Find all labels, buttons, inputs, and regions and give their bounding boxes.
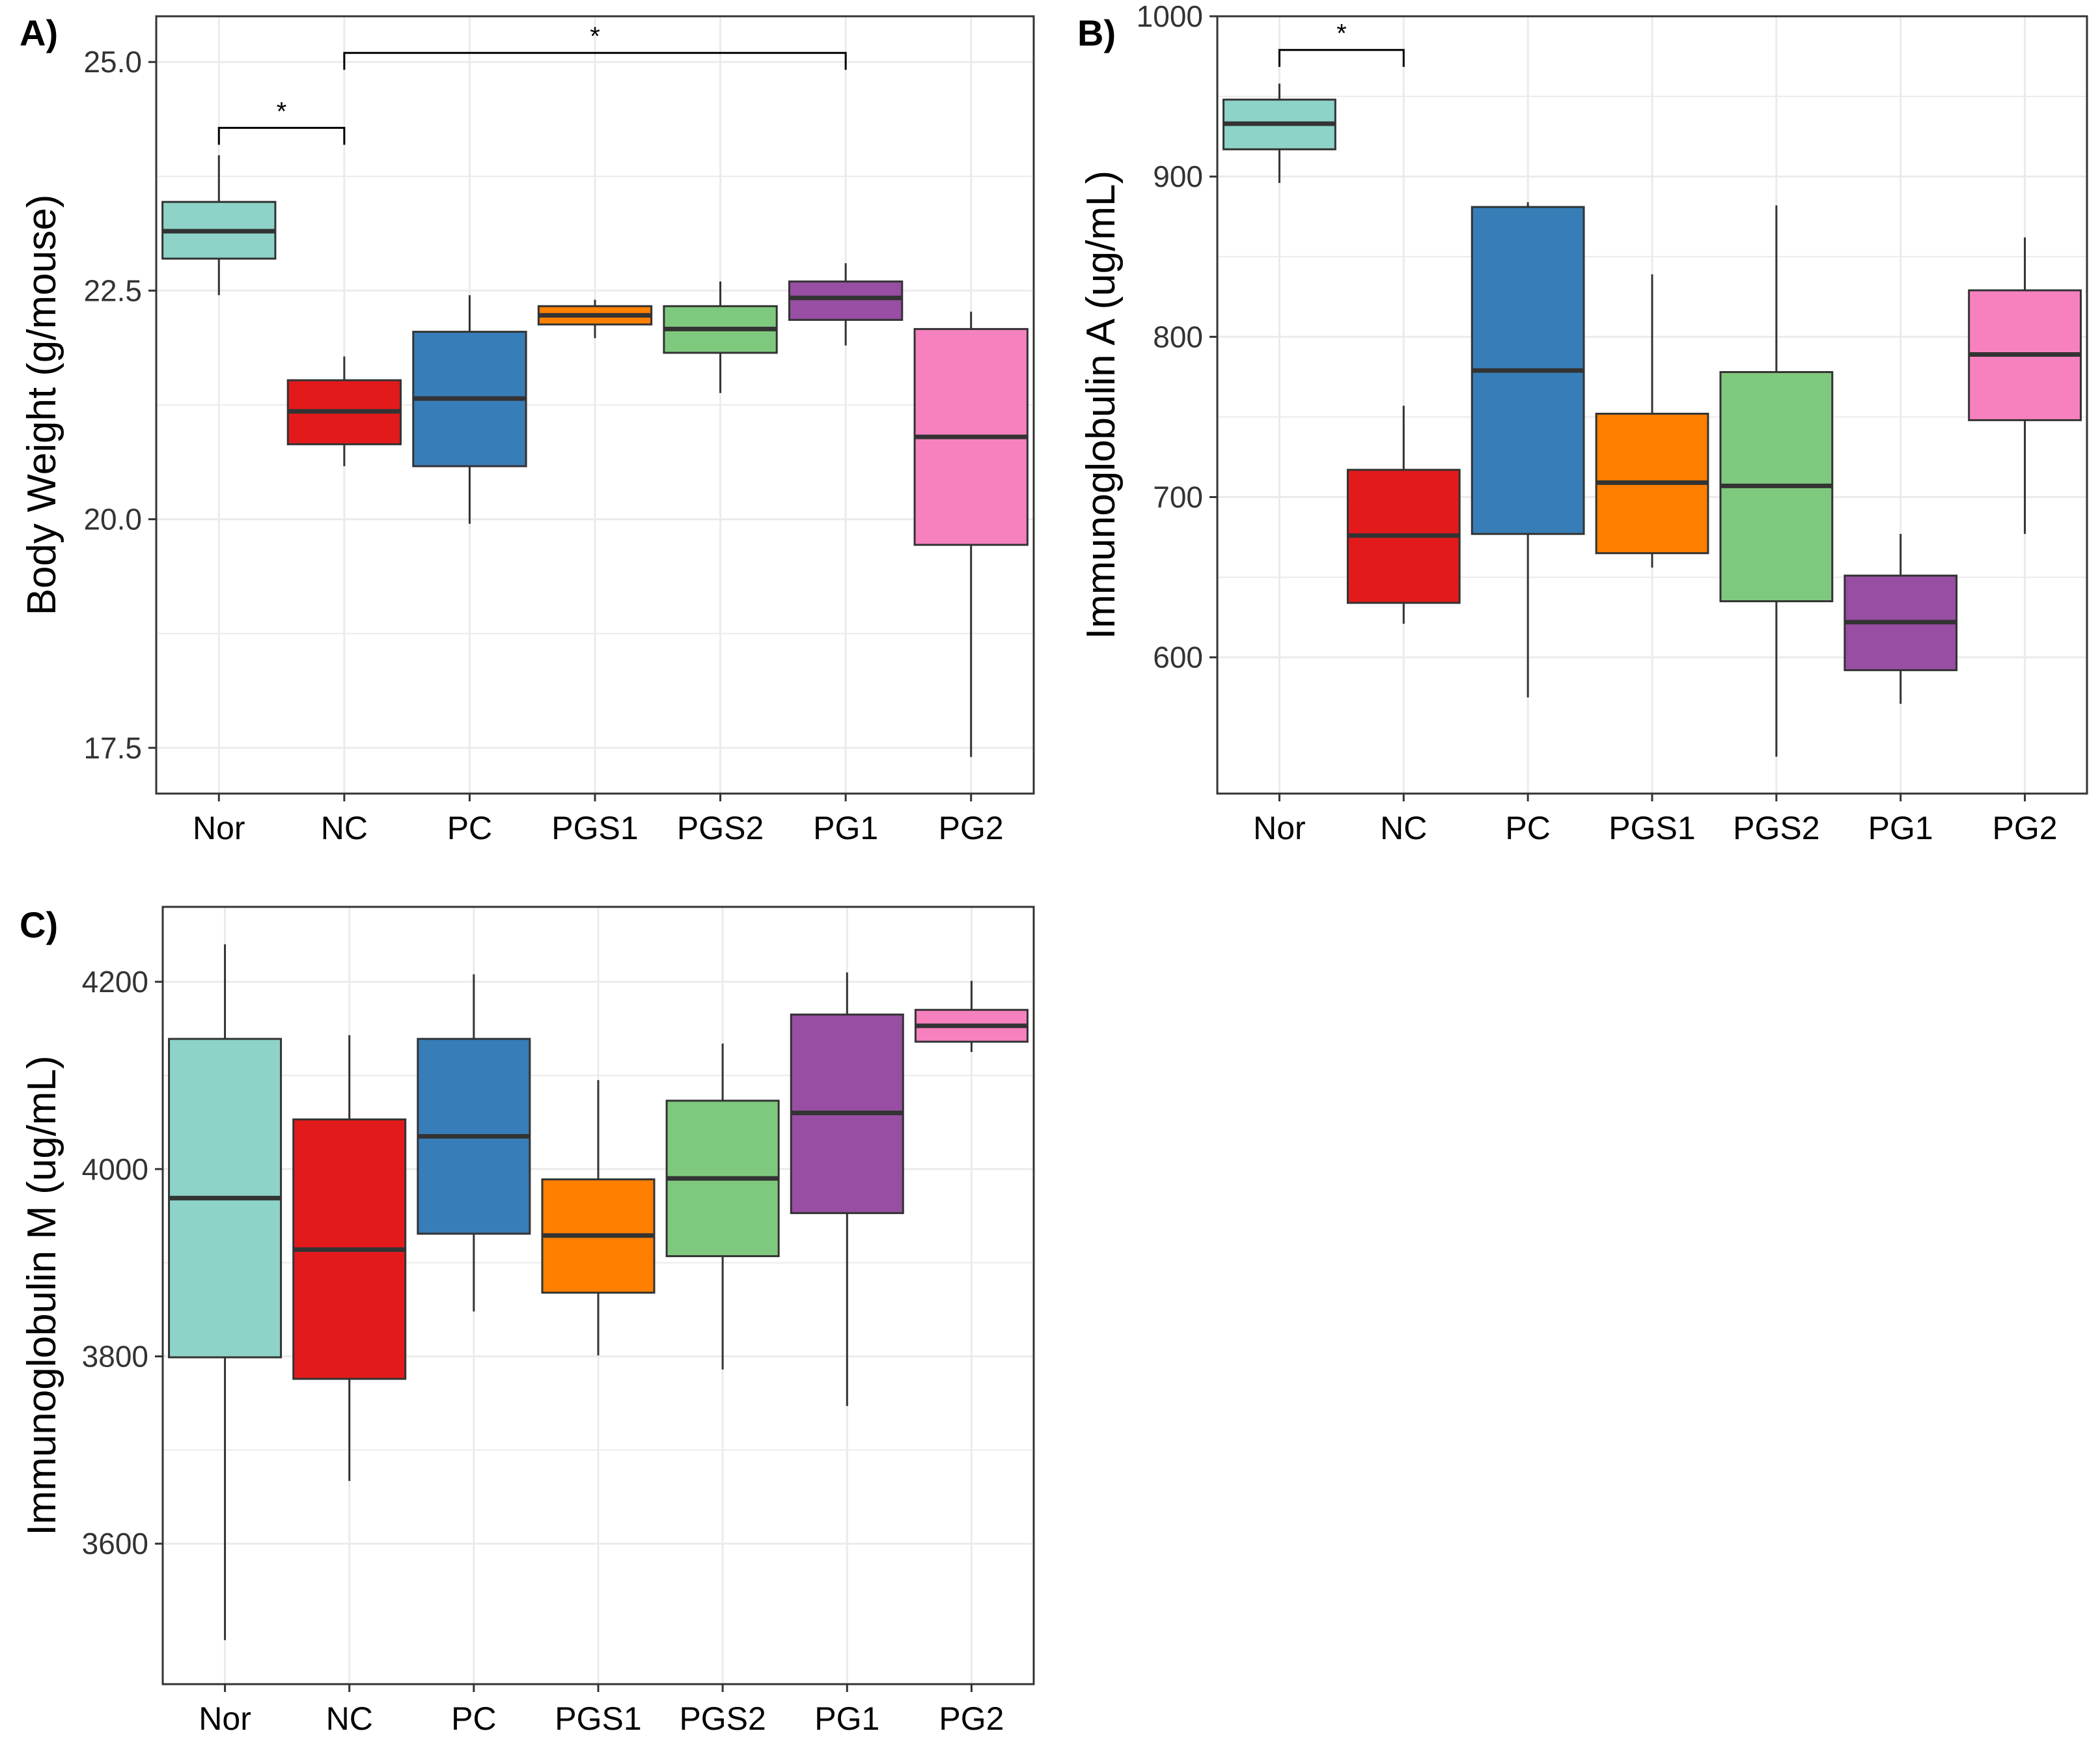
x-tick-label: PC xyxy=(451,1700,496,1737)
x-tick-label: PGS2 xyxy=(1733,810,1819,846)
y-tick-label: 3800 xyxy=(82,1340,148,1374)
box-pg1 xyxy=(1844,534,1958,704)
box-pgs2 xyxy=(1719,205,1834,757)
box-pg2 xyxy=(1968,237,2082,534)
significance-star: * xyxy=(590,22,600,51)
x-tick-label: PG1 xyxy=(1868,810,1933,846)
y-tick-label: 4200 xyxy=(82,965,148,999)
significance-bracket: * xyxy=(217,97,346,145)
box-pc xyxy=(1471,202,1585,698)
x-tick-label: NC xyxy=(321,810,368,846)
box-pg2 xyxy=(914,980,1029,1052)
panel-label: B) xyxy=(1077,12,1116,53)
box-body xyxy=(788,280,904,321)
y-tick-label: 1000 xyxy=(1137,0,1203,33)
bracket-line xyxy=(1278,49,1405,67)
x-tick-label: Nor xyxy=(199,1700,251,1737)
y-tick-label: 3600 xyxy=(82,1527,148,1560)
x-tick-label: PG2 xyxy=(939,1700,1004,1737)
x-tick-label: PC xyxy=(1505,810,1550,846)
x-tick-label: Nor xyxy=(193,810,245,846)
box-pgs2 xyxy=(663,281,778,393)
y-tick-label: 900 xyxy=(1153,159,1203,193)
x-tick-label: PGS2 xyxy=(677,810,764,846)
x-tick-label: PGS1 xyxy=(551,810,638,846)
x-tick-label: PG1 xyxy=(813,810,878,846)
bracket-line xyxy=(343,51,847,70)
x-tick-label: PG2 xyxy=(939,810,1004,846)
box-pgs1 xyxy=(1595,274,1709,568)
box-pgs1 xyxy=(537,299,653,339)
panel-label: C) xyxy=(20,904,58,945)
significance-bracket: * xyxy=(343,22,847,70)
box-nc xyxy=(292,1035,407,1481)
y-tick-label: 20.0 xyxy=(83,503,142,536)
y-tick-label: 600 xyxy=(1153,641,1203,674)
y-tick-label: 17.5 xyxy=(83,731,142,765)
box-nor xyxy=(168,944,283,1641)
box-pgs2 xyxy=(665,1044,780,1370)
x-tick-label: PGS1 xyxy=(555,1700,641,1737)
y-axis-title: Immunoglobulin A (ug/mL) xyxy=(1079,171,1124,639)
x-tick-label: PGS1 xyxy=(1609,810,1695,846)
box-pc xyxy=(417,974,531,1312)
panel-a: * * 17.5 20.0 22.5 25.0 Nor NC PC PGS1 PGS2 PG1 PG2 B… xyxy=(20,12,1035,846)
box-pg2 xyxy=(913,311,1029,757)
box-nor xyxy=(161,155,277,296)
y-tick-label: 4000 xyxy=(82,1152,148,1186)
significance-star: * xyxy=(1336,20,1347,48)
box-nc xyxy=(286,356,402,467)
y-tick-label: 700 xyxy=(1153,480,1203,514)
panel-label: A) xyxy=(20,12,58,53)
x-tick-label: PG2 xyxy=(1993,810,2058,846)
y-tick-label: 22.5 xyxy=(83,273,142,307)
x-tick-label: NC xyxy=(1380,810,1427,846)
y-tick-label: 25.0 xyxy=(83,45,142,79)
significance-star: * xyxy=(277,97,287,126)
panel-b: * 600 700 800 900 1000 Nor NC PC PGS1 PGS2 PG1 PG2 Im… xyxy=(1077,0,2088,846)
y-axis-title: Immunoglobulin M (ug/mL) xyxy=(20,1055,64,1535)
x-tick-label: PC xyxy=(447,810,492,846)
x-tick-label: PGS2 xyxy=(679,1700,766,1737)
significance-bracket: * xyxy=(1278,20,1405,67)
x-tick-label: PG1 xyxy=(814,1700,879,1737)
box-nc xyxy=(1346,406,1461,624)
y-tick-label: 800 xyxy=(1153,320,1203,353)
bracket-line xyxy=(217,126,346,145)
box-pc xyxy=(412,295,527,524)
box-pgs1 xyxy=(541,1080,656,1356)
panel-c: 3600 3800 4000 4200 Nor NC PC PGS1 PGS2 PG1 PG2 Imm… xyxy=(20,904,1035,1737)
box-pg1 xyxy=(790,972,904,1406)
box-pg1 xyxy=(788,263,904,346)
x-tick-label: Nor xyxy=(1253,810,1306,846)
box-nor xyxy=(1223,83,1336,184)
x-tick-label: NC xyxy=(326,1700,373,1737)
y-axis-title: Body Weight (g/mouse) xyxy=(20,195,64,616)
